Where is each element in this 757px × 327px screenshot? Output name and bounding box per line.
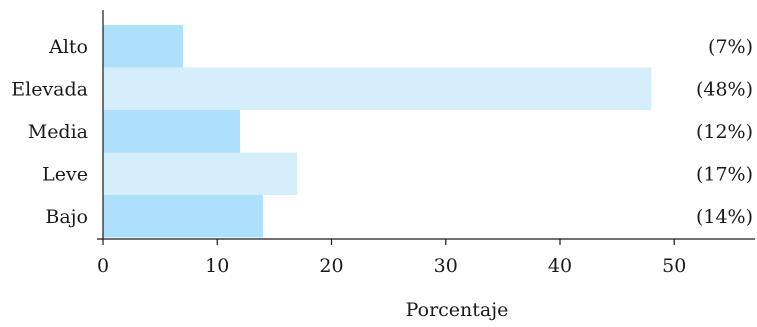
value-label-elevada: (48%) [696,78,753,100]
x-tick-label-30: 30 [434,255,458,277]
bar-alto [103,25,183,68]
bars-layer [103,25,652,238]
value-label-media: (12%) [696,121,753,143]
value-label-alto: (7%) [708,36,753,58]
axes-layer: 0 10 20 30 40 50 [97,10,755,277]
x-tick-label-20: 20 [319,255,343,277]
bar-leve [103,152,298,195]
x-axis-title: Porcentaje [406,299,509,321]
x-tick-label-10: 10 [205,255,229,277]
x-tick-label-40: 40 [548,255,572,277]
labels-layer: Alto (7%) Elevada (48%) Media (12%) Leve (17%) B… [11,36,753,228]
category-label-elevada: Elevada [11,78,88,100]
value-label-leve: (17%) [696,163,753,185]
x-tick-label-50: 50 [662,255,686,277]
category-label-leve: Leve [42,163,88,185]
x-tick-label-0: 0 [97,255,109,277]
bar-elevada [103,67,652,110]
category-label-media: Media [28,121,88,143]
value-label-bajo: (14%) [696,206,753,228]
bar-media [103,110,241,153]
category-label-bajo: Bajo [45,206,88,228]
bar-bajo [103,195,263,238]
category-label-alto: Alto [48,36,88,58]
